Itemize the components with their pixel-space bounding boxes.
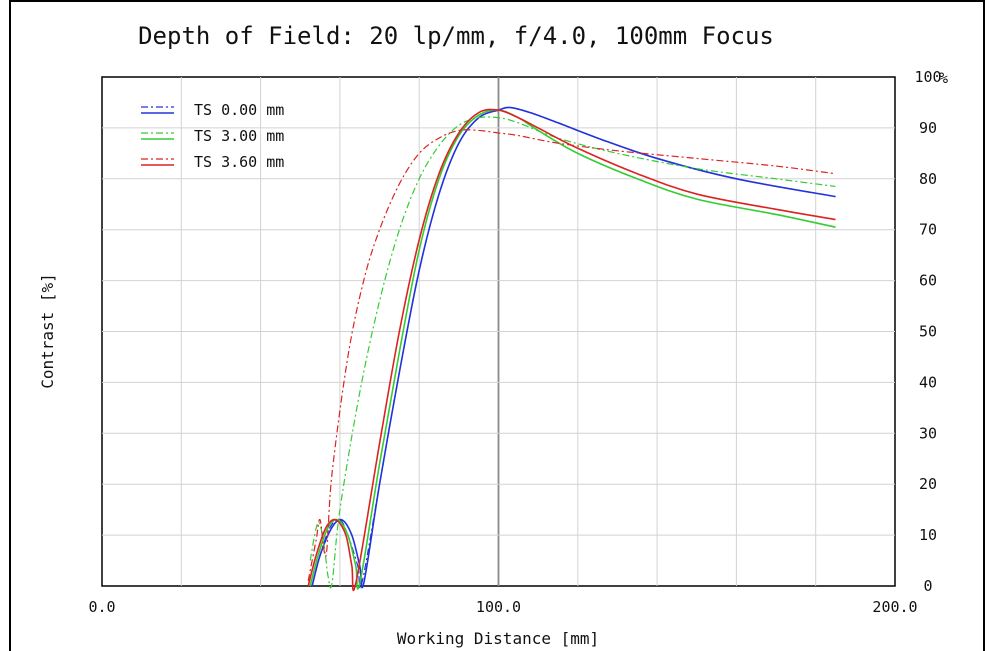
y-tick-label: 20 [919, 475, 937, 493]
y-tick-label: 30 [919, 424, 937, 442]
series-line-solid [309, 109, 836, 590]
x-tick-label: 200.0 [872, 598, 917, 616]
x-tick-label: 100.0 [476, 598, 521, 616]
series-line-solid [307, 108, 836, 592]
y-tick-label: 50 [919, 323, 937, 341]
legend-label: TS 3.00 mm [194, 127, 284, 145]
y-unit-label: % [939, 69, 948, 87]
y-tick-label: 10 [919, 526, 937, 544]
legend-label: TS 3.60 mm [194, 153, 284, 171]
y-tick-label: 0 [923, 577, 932, 595]
y-tick-label: 80 [919, 170, 937, 188]
series-line-dashdot [309, 116, 836, 589]
series-line-dashdot [307, 129, 836, 582]
y-tick-labels: 0 10 20 30 40 50 60 70 80 90 100 [914, 68, 941, 595]
x-tick-label: 0.0 [88, 598, 115, 616]
y-tick-label: 70 [919, 221, 937, 239]
y-tick-label: 90 [919, 119, 937, 137]
grid-lines [102, 77, 895, 586]
y-tick-label: 100 [914, 68, 941, 86]
x-tick-labels: 0.0 100.0 200.0 [88, 598, 917, 616]
x-axis-label: Working Distance [mm] [397, 629, 599, 648]
series-line-dashdot [311, 106, 836, 589]
y-tick-label: 40 [919, 373, 937, 391]
curves [307, 106, 836, 592]
y-axis-label: Contrast [%] [38, 273, 57, 389]
chart-title: Depth of Field: 20 lp/mm, f/4.0, 100mm F… [138, 22, 774, 50]
y-tick-label: 60 [919, 272, 937, 290]
legend-label: TS 0.00 mm [194, 101, 284, 119]
legend: TS 0.00 mm TS 3.00 mm TS 3.60 mm [141, 101, 284, 171]
